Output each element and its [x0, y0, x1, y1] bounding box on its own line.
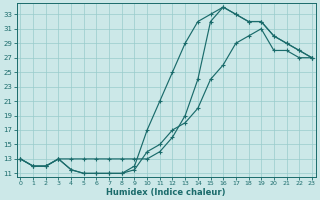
X-axis label: Humidex (Indice chaleur): Humidex (Indice chaleur) — [107, 188, 226, 197]
